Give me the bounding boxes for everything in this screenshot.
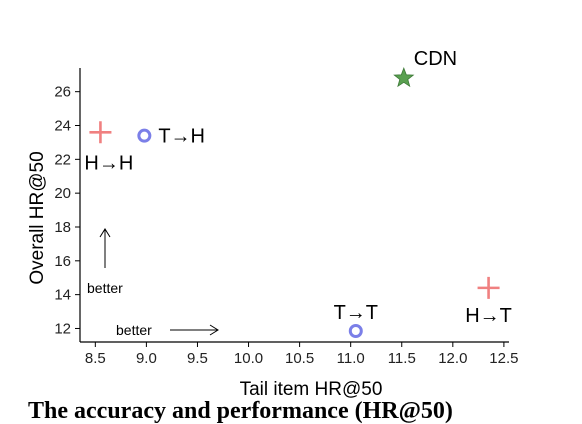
point-cdn-marker bbox=[393, 66, 415, 88]
point-h-to-t-label: H→T bbox=[465, 305, 512, 327]
y-tick-label: 16 bbox=[54, 253, 71, 270]
annotations: better better bbox=[87, 228, 219, 338]
better-up-arrow bbox=[99, 228, 111, 268]
axes bbox=[79, 68, 509, 343]
better-right-label: better bbox=[116, 322, 152, 338]
point-cdn-label: CDN bbox=[414, 48, 457, 70]
x-tick-label: 11.5 bbox=[388, 350, 416, 367]
x-axis-label: Tail item HR@50 bbox=[240, 379, 383, 400]
point-t-to-h-marker bbox=[137, 128, 152, 143]
point-t-to-t-marker bbox=[348, 324, 363, 339]
x-tick-label: 11.0 bbox=[337, 350, 365, 367]
y-ticks: 12 14 16 18 20 22 24 26 bbox=[54, 84, 80, 337]
x-tick-label: 12.5 bbox=[489, 350, 518, 367]
data-points: H→H T→H CDN T→T H→T bbox=[84, 48, 512, 339]
scatter-chart: 8.5 9.0 9.5 10.0 10.5 11.0 11.5 12.0 12.5 12 14 16… bbox=[27, 48, 518, 400]
y-tick-label: 12 bbox=[54, 320, 71, 337]
y-tick-label: 22 bbox=[54, 151, 71, 168]
x-ticks: 8.5 9.0 9.5 10.0 10.5 11.0 11.5 12.0 12.5 bbox=[85, 342, 518, 367]
point-t-to-h-label: T→H bbox=[158, 126, 205, 148]
point-t-to-t-label: T→T bbox=[334, 302, 378, 324]
x-tick-label: 9.0 bbox=[136, 350, 157, 367]
y-tick-label: 14 bbox=[54, 287, 71, 304]
y-tick-label: 20 bbox=[54, 185, 71, 202]
figure-caption: The accuracy and performance (HR@50) bbox=[28, 398, 453, 424]
x-tick-label: 8.5 bbox=[85, 350, 106, 367]
y-tick-label: 24 bbox=[54, 118, 71, 135]
point-h-to-t-marker bbox=[477, 276, 500, 299]
y-tick-label: 18 bbox=[54, 219, 71, 236]
y-tick-label: 26 bbox=[54, 84, 71, 101]
x-tick-label: 9.5 bbox=[187, 350, 208, 367]
x-tick-label: 10.0 bbox=[234, 350, 263, 367]
y-axis-label: Overall HR@50 bbox=[27, 151, 48, 284]
point-h-to-h-label: H→H bbox=[84, 152, 133, 174]
point-h-to-h-marker bbox=[89, 121, 112, 144]
better-right-arrow bbox=[170, 324, 219, 336]
better-up-label: better bbox=[87, 280, 123, 296]
x-tick-label: 10.5 bbox=[285, 350, 314, 367]
x-tick-label: 12.0 bbox=[438, 350, 467, 367]
